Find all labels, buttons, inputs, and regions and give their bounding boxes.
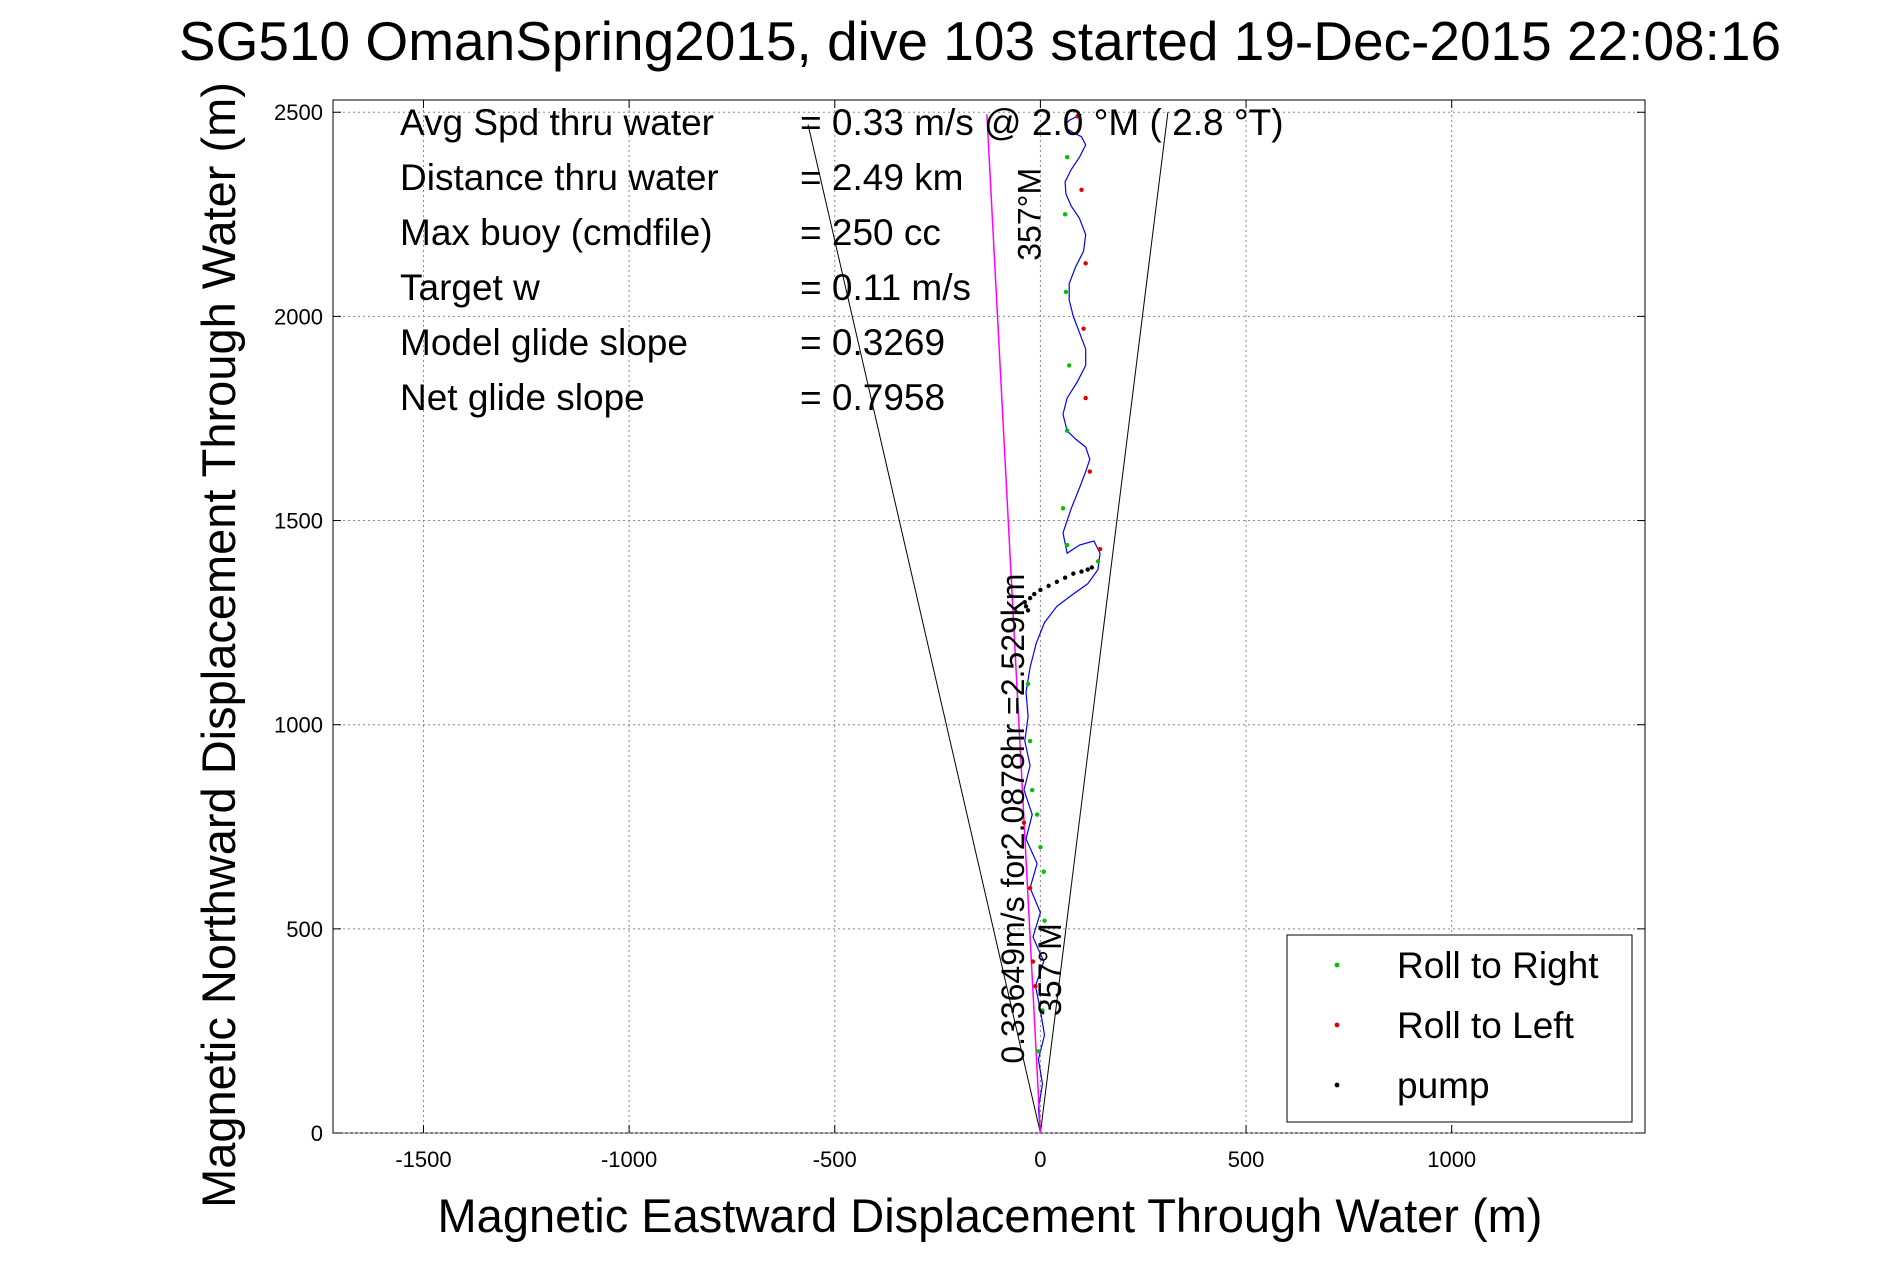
marker-point [1029,787,1035,793]
marker-point [1036,1049,1041,1054]
stat-value: = 0.7958 [800,377,945,418]
marker-point [1071,571,1076,576]
marker-point [1025,608,1031,613]
marker-point [1087,469,1092,474]
marker-point [1089,565,1095,570]
marker-point [1027,595,1033,601]
legend-marker [1334,1022,1340,1028]
x-tick-label: -1000 [601,1147,657,1172]
marker-point [1042,918,1047,923]
marker-point [1064,428,1070,433]
marker-point [1023,604,1029,609]
plot-area: -1500 -1000 -500 0 500 1000 0 500 1000 1500 2000 2… [274,99,1646,1172]
stats-block: Avg Spd thru water = 0.33 m/s @ 2.0 °M ( … [400,102,1284,418]
annotation-text: 357°M [1011,168,1047,261]
marker-point [1085,567,1090,572]
x-tick-label: 0 [1034,1147,1046,1172]
marker-point [1079,187,1084,193]
marker-point [1046,583,1051,589]
glider-track-line [1023,113,1101,1134]
heading-cone-lines [807,112,1169,1134]
marker-point [1022,600,1027,605]
y-axis-ticks: 0 500 1000 1500 2000 2500 [274,100,1645,1146]
marker-point [1075,114,1080,119]
marker-point [1027,738,1033,744]
y-axis-label: Magnetic Northward Displacement Through … [192,82,245,1208]
marker-point [1067,363,1072,368]
stat-value: = 2.49 km [800,157,964,198]
marker-point [1034,812,1040,817]
legend: Roll to Right Roll to Left pump [1286,934,1633,1123]
annotation-text: 357°M [1032,923,1068,1016]
x-tick-label: -1500 [395,1147,451,1172]
marker-point [1040,1008,1045,1013]
legend-label: Roll to Left [1397,1005,1575,1046]
stat-label: Model glide slope [400,322,688,363]
chart-title: SG510 OmanSpring2015, dive 103 started 1… [179,10,1781,72]
x-axis-label: Magnetic Eastward Displacement Through W… [438,1189,1543,1242]
marker-point [1062,575,1068,580]
y-tick-label: 2000 [274,304,323,329]
y-tick-label: 1000 [274,713,323,738]
x-tick-label: 1000 [1427,1147,1476,1172]
legend-items: Roll to Right Roll to Left pump [1334,945,1599,1106]
marker-point [1030,959,1036,964]
marker-point [1032,591,1037,597]
stat-label: Distance thru water [400,157,719,198]
stat-label: Avg Spd thru water [400,102,714,143]
legend-label: pump [1397,1065,1490,1106]
marker-point [1097,546,1103,552]
marker-point [1025,681,1031,687]
cone-line [807,124,1041,1134]
cone-line [1039,112,1169,1134]
marker-point [1079,569,1084,574]
annotations: 357°M0.33649m/s for2.0878hr =2.529km 357°… [995,168,1068,1064]
marker-point [1021,820,1027,825]
legend-box [1286,934,1633,1123]
marker-point [1033,983,1038,989]
stat-value: = 0.3269 [800,322,945,363]
net-track-line [986,114,1042,1134]
x-tick-label: 500 [1228,1147,1265,1172]
stat-label: Target w [400,267,540,308]
stat-value: = 0.33 m/s @ 2.0 °M ( 2.8 °T) [800,102,1284,143]
marker-point [1038,587,1043,593]
marker-point [1083,395,1088,401]
marker-point [1083,261,1088,266]
x-axis-ticks: -1500 -1000 -500 0 500 1000 [395,100,1476,1172]
marker-point [1081,326,1086,331]
stat-value: = 0.11 m/s [800,267,971,308]
marker-point [1060,506,1066,511]
marker-point [1062,212,1068,217]
y-tick-label: 1500 [274,509,323,534]
y-tick-label: 0 [311,1121,323,1146]
marker-point [1095,559,1101,564]
marker-point [1041,869,1046,874]
marker-point [1064,542,1070,548]
y-tick-label: 500 [286,917,323,942]
marker-point [1038,844,1043,850]
marker-point [1063,289,1069,295]
x-tick-label: -500 [813,1147,857,1172]
marker-point [1054,579,1060,584]
y-tick-label: 2500 [274,100,323,125]
annotation-text: 0.33649m/s for2.0878hr =2.529km [995,574,1031,1064]
stat-value: = 250 cc [800,212,941,253]
marker-point [1064,154,1070,160]
legend-marker [1334,1082,1340,1088]
legend-label: Roll to Right [1397,945,1599,986]
stat-label: Net glide slope [400,377,645,418]
stat-label: Max buoy (cmdfile) [400,212,713,253]
marker-layer [1021,114,1103,1054]
series-layer [986,113,1101,1134]
marker-point [1027,885,1033,891]
legend-marker [1334,962,1340,968]
